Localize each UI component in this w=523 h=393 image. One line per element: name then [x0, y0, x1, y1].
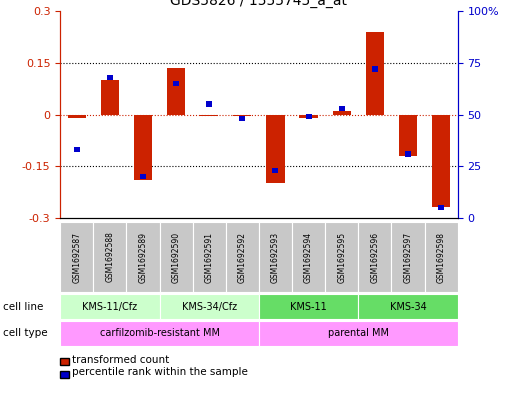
- Text: GSM1692598: GSM1692598: [437, 231, 446, 283]
- Bar: [391, 222, 425, 292]
- Text: transformed count: transformed count: [72, 354, 169, 365]
- Bar: [192, 222, 226, 292]
- Bar: [160, 222, 192, 292]
- Bar: [339, 106, 345, 111]
- Text: KMS-34: KMS-34: [390, 302, 426, 312]
- Bar: [292, 222, 325, 292]
- Bar: [226, 222, 259, 292]
- Bar: [60, 294, 160, 319]
- Bar: [240, 116, 245, 121]
- Bar: [167, 68, 185, 115]
- Bar: [259, 222, 292, 292]
- Text: KMS-11: KMS-11: [290, 302, 327, 312]
- Text: GSM1692592: GSM1692592: [238, 231, 247, 283]
- Bar: [206, 101, 212, 107]
- Title: GDS5826 / 1555745_a_at: GDS5826 / 1555745_a_at: [170, 0, 347, 7]
- Bar: [93, 222, 127, 292]
- Bar: [127, 222, 160, 292]
- Text: GSM1692595: GSM1692595: [337, 231, 346, 283]
- Text: GSM1692590: GSM1692590: [172, 231, 180, 283]
- Bar: [266, 115, 285, 184]
- Bar: [60, 222, 93, 292]
- Bar: [366, 32, 384, 115]
- Bar: [134, 115, 152, 180]
- Bar: [272, 167, 278, 173]
- Bar: [173, 81, 179, 86]
- Bar: [333, 111, 351, 115]
- Bar: [101, 80, 119, 115]
- Bar: [399, 115, 417, 156]
- Text: GSM1692588: GSM1692588: [105, 231, 115, 283]
- Bar: [325, 222, 358, 292]
- Bar: [160, 294, 259, 319]
- Text: KMS-11/Cfz: KMS-11/Cfz: [82, 302, 138, 312]
- Text: GSM1692597: GSM1692597: [403, 231, 413, 283]
- Text: percentile rank within the sample: percentile rank within the sample: [72, 367, 247, 378]
- Bar: [372, 66, 378, 72]
- Text: GSM1692589: GSM1692589: [139, 231, 147, 283]
- Bar: [358, 294, 458, 319]
- Bar: [60, 321, 259, 346]
- Text: parental MM: parental MM: [328, 329, 389, 338]
- Bar: [67, 115, 86, 118]
- Text: cell line: cell line: [3, 302, 43, 312]
- Bar: [405, 151, 411, 156]
- Text: GSM1692594: GSM1692594: [304, 231, 313, 283]
- Bar: [233, 115, 252, 116]
- Bar: [74, 147, 79, 152]
- Bar: [200, 115, 218, 116]
- Text: GSM1692593: GSM1692593: [271, 231, 280, 283]
- Bar: [107, 75, 113, 80]
- Bar: [305, 114, 312, 119]
- Bar: [259, 321, 458, 346]
- Text: GSM1692591: GSM1692591: [204, 231, 214, 283]
- Bar: [259, 294, 358, 319]
- Bar: [140, 174, 146, 179]
- Text: cell type: cell type: [3, 329, 47, 338]
- Text: KMS-34/Cfz: KMS-34/Cfz: [181, 302, 237, 312]
- Text: GSM1692587: GSM1692587: [72, 231, 81, 283]
- Bar: [358, 222, 391, 292]
- Bar: [425, 222, 458, 292]
- Bar: [300, 115, 317, 118]
- Bar: [438, 205, 444, 210]
- Bar: [432, 115, 450, 208]
- Text: carfilzomib-resistant MM: carfilzomib-resistant MM: [99, 329, 220, 338]
- Text: GSM1692596: GSM1692596: [370, 231, 379, 283]
